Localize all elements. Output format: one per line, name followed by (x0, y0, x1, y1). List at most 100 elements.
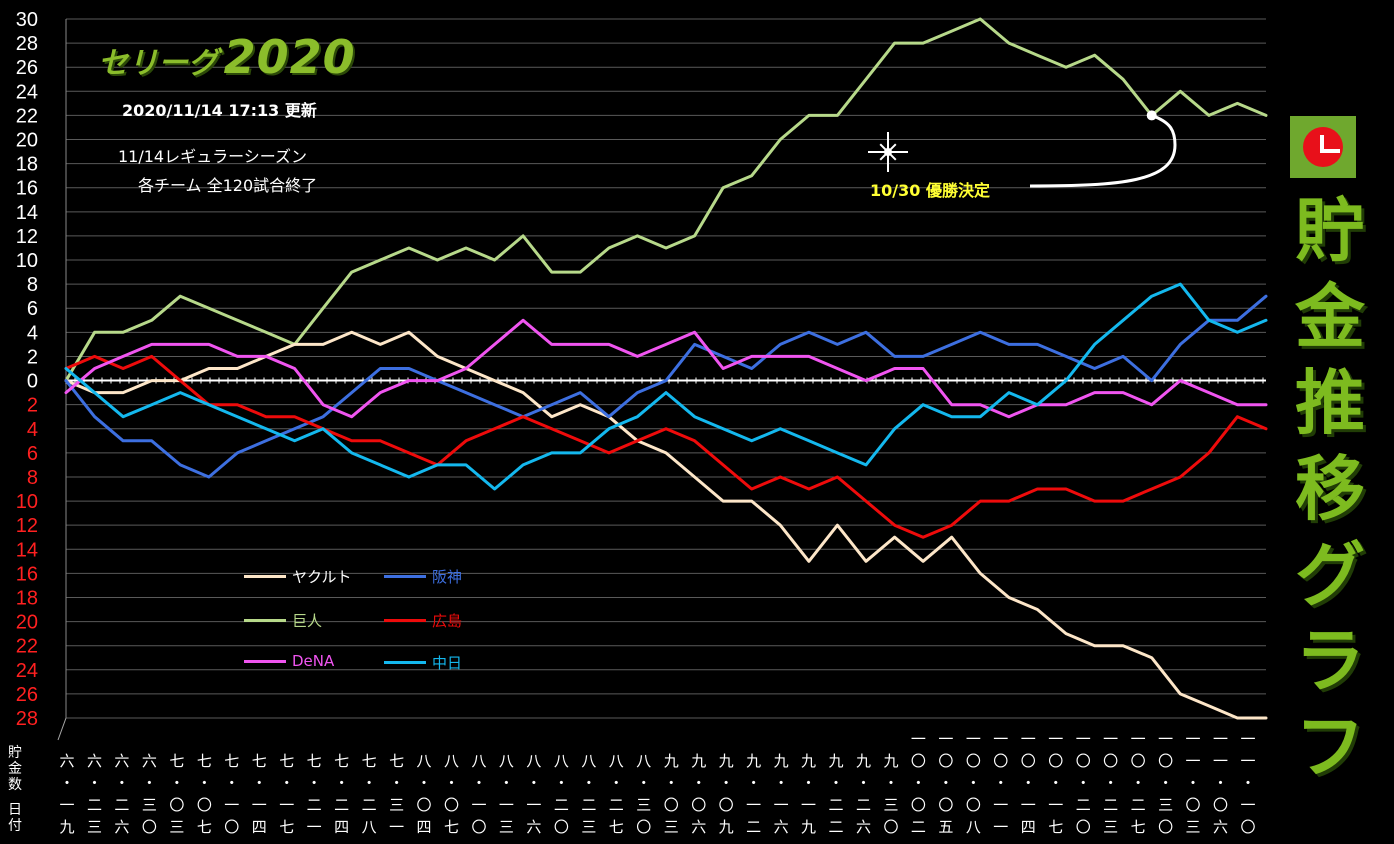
x-tick-label: 七・二一 (307, 752, 322, 836)
y-tick-label: 4 (27, 322, 38, 344)
x-tick-label: 八・一六 (526, 752, 541, 836)
y-tick-label: 24 (16, 660, 38, 682)
legend-swatch (244, 619, 286, 622)
x-tick-label: 八・〇七 (444, 752, 459, 836)
x-tick-label: 一〇・一七 (1048, 730, 1063, 836)
vertical-title: 貯 金 推 移 グ ラ フ (1280, 188, 1380, 790)
x-tick-label: 九・一二 (746, 752, 761, 836)
legend-label: ヤクルト (292, 568, 352, 586)
x-tick-label: 九・〇三 (664, 752, 679, 836)
x-tick-label: 七・一七 (279, 752, 294, 836)
callout-point (1146, 110, 1157, 121)
x-tick-label: 七・二八 (362, 752, 377, 836)
y-tick-label: 18 (16, 587, 38, 609)
vertical-title-char: グ (1295, 534, 1365, 616)
y-tick-label: 2 (27, 346, 38, 368)
updated-timestamp: 2020/11/14 17:13 更新 (122, 101, 317, 120)
legend-item: 中日 (384, 652, 462, 673)
season-note: 11/14レギュラーシーズン (118, 147, 307, 166)
x-tick-label: 一一・〇六 (1213, 730, 1228, 836)
vertical-title-char: フ (1295, 706, 1365, 788)
callout (868, 110, 1177, 188)
series-line-阪神 (64, 294, 1268, 479)
x-tick-label: 八・二三 (581, 752, 596, 836)
legend-item: 阪神 (384, 566, 462, 587)
brand-prefix: セリーグ (98, 46, 218, 81)
legend-item: DeNA (244, 652, 334, 670)
series-lines (64, 17, 1268, 720)
x-tick-label: 九・二二 (829, 752, 844, 836)
x-tick-label: 一一・一〇 (1240, 730, 1255, 836)
axis-diagonal (57, 717, 67, 741)
y-tick-label: 14 (16, 202, 38, 224)
x-tick-label: 八・一三 (499, 752, 514, 836)
x-tick-label: 一〇・〇五 (938, 730, 953, 836)
x-tick-label: 九・三〇 (883, 752, 898, 836)
x-tick-label: 八・二〇 (554, 752, 569, 836)
legend-item: 広島 (384, 610, 462, 631)
callout-curve (1029, 114, 1177, 188)
legend-item: ヤクルト (244, 566, 352, 587)
series-line-巨人 (64, 17, 1268, 383)
x-tick-label: 九・〇六 (691, 752, 706, 836)
x-tick-label: 七・二四 (334, 752, 349, 836)
x-tick-label: 一〇・一四 (1021, 730, 1036, 836)
y-tick-label: 16 (16, 178, 38, 200)
x-tick-label: 一一・〇三 (1186, 730, 1201, 836)
y-tick-label: 10 (16, 491, 38, 513)
side-char: 数 (8, 777, 22, 793)
x-tick-label: 九・〇九 (719, 752, 734, 836)
x-tick-label: 七・一〇 (224, 752, 239, 836)
legend-item: 巨人 (244, 610, 322, 631)
x-tick-label: 八・〇四 (417, 752, 432, 836)
y-tick-label: 22 (16, 636, 38, 658)
x-tick-label: 一〇・三〇 (1158, 730, 1173, 836)
legend-label: DeNA (292, 652, 335, 670)
legend-label: 広島 (432, 612, 463, 630)
games-note: 各チーム 全120試合終了 (138, 176, 318, 195)
brand-title: セリーグ 2020 (98, 30, 356, 84)
x-tick-label: 七・〇三 (169, 752, 184, 836)
x-tick-label: 八・一〇 (471, 752, 486, 836)
x-tick-label: 七・一四 (252, 752, 267, 836)
vertical-title-char: 推 (1295, 362, 1365, 444)
team-logo (1290, 116, 1356, 178)
y-tick-label: 6 (27, 443, 38, 465)
x-tick-label: 一〇・二〇 (1076, 730, 1091, 836)
x-tick-label: 一〇・二七 (1131, 730, 1146, 836)
legend-label: 巨人 (292, 612, 323, 630)
y-tick-label: 10 (16, 250, 38, 272)
legend-swatch (384, 575, 426, 578)
y-tick-label: 26 (16, 57, 38, 79)
series-line-広島 (64, 354, 1268, 539)
x-tick-label: 一〇・二三 (1103, 730, 1118, 836)
x-tick-label: 六・二六 (114, 752, 129, 836)
legend: ヤクルト 阪神 巨人 広島 DeNA 中日 (240, 560, 510, 680)
side-char: 付 (8, 818, 22, 834)
brand-year: 2020 (223, 30, 356, 84)
y-tick-label: 26 (16, 684, 38, 706)
x-tick-label: 六・一九 (59, 752, 74, 836)
x-tick-label: 一〇・〇二 (911, 730, 926, 836)
side-char: 金 (8, 761, 22, 777)
legend-label: 中日 (432, 654, 463, 672)
y-tick-label: 28 (16, 33, 38, 55)
y-tick-label: 2 (27, 395, 38, 417)
legend-swatch (384, 619, 426, 622)
y-tick-label: 12 (16, 515, 38, 537)
legend-label: 阪神 (432, 568, 463, 586)
side-char: 日 (8, 802, 22, 818)
y-tick-label: 30 (16, 9, 38, 31)
y-tick-label: 6 (27, 298, 38, 320)
logo-ball-icon (1303, 127, 1343, 167)
y-tick-label: 8 (27, 467, 38, 489)
legend-swatch (244, 659, 286, 663)
x-tick-label: 六・三〇 (142, 752, 157, 836)
vertical-title-char: ラ (1295, 620, 1365, 702)
series-line-中日 (64, 282, 1268, 491)
y-tick-label: 20 (16, 612, 38, 634)
x-tick-label: 九・二六 (856, 752, 871, 836)
vertical-title-char: 金 (1295, 276, 1365, 358)
x-tick-label: 九・一六 (774, 752, 789, 836)
